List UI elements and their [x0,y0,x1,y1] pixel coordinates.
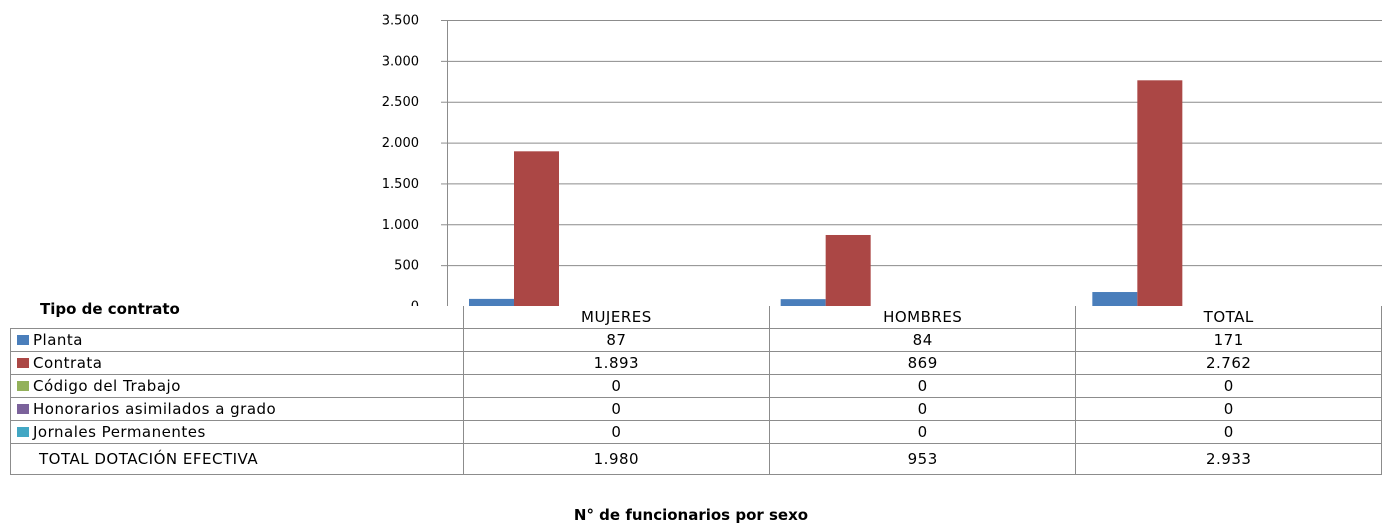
y-tick-label: 2.500 [382,95,419,110]
row-label-codigo-del-trabajo: Código del Trabajo [33,377,181,395]
legend-swatch-jornales [17,427,29,437]
cell-jornales-hombres: 0 [768,420,1077,444]
column-header-total: TOTAL [1075,306,1382,329]
row-label-cell: Contrata [10,351,464,375]
data-table: MUJERES HOMBRES TOTAL Planta 87 84 171 C… [10,306,1382,475]
y-tick-label: 500 [394,259,419,274]
cell-jornales-total: 0 [1075,420,1382,444]
column-header-hombres: HOMBRES [768,306,1077,329]
y-tick-label: 1.500 [382,177,419,192]
cell-honorarios-mujeres: 0 [462,397,770,421]
table-row-planta: Planta 87 84 171 [10,328,1382,352]
y-tick-label: 3.500 [382,14,419,29]
cell-total-total: 2.933 [1075,443,1382,475]
bar-chart: 0 500 1.000 1.500 2.000 2.500 3.000 3.500 [382,14,1382,307]
bar-contrata-mujeres [514,151,559,306]
cell-contrata-hombres: 869 [768,351,1077,375]
row-label-jornales: Jornales Permanentes [33,423,206,441]
column-header-mujeres: MUJERES [462,306,770,329]
cell-jornales-mujeres: 0 [462,420,770,444]
cell-planta-hombres: 84 [768,328,1077,352]
cell-total-hombres: 953 [768,443,1077,475]
table-row-codigo-del-trabajo: Código del Trabajo 0 0 0 [10,374,1382,398]
y-tick-label: 1.000 [382,218,419,233]
cell-contrata-total: 2.762 [1075,351,1382,375]
bar-planta-total [1092,292,1138,306]
bar-planta-hombres [780,299,826,306]
y-tick-label: 2.000 [382,136,419,151]
cell-planta-mujeres: 87 [462,328,770,352]
row-label-cell: Código del Trabajo [10,374,464,398]
y-tick-label: 0 [411,300,419,307]
row-label-total: TOTAL DOTACIÓN EFECTIVA [10,443,464,475]
row-label-contrata: Contrata [33,354,103,372]
bar-contrata-total [1137,80,1183,306]
row-label-cell: Planta [10,328,464,352]
row-label-honorarios: Honorarios asimilados a grado [33,400,277,418]
table-corner [10,306,464,329]
row-label-cell: Honorarios asimilados a grado [10,397,464,421]
row-label-planta: Planta [33,331,83,349]
cell-total-mujeres: 1.980 [462,443,770,475]
table-header-row: MUJERES HOMBRES TOTAL [10,306,1382,329]
legend-swatch-contrata [17,358,29,368]
bar-contrata-hombres [825,234,871,306]
cell-codigo-mujeres: 0 [462,374,770,398]
row-label-cell: Jornales Permanentes [10,420,464,444]
table-row-total: TOTAL DOTACIÓN EFECTIVA 1.980 953 2.933 [10,443,1382,475]
cell-contrata-mujeres: 1.893 [462,351,770,375]
legend-swatch-codigo [17,381,29,391]
cell-honorarios-total: 0 [1075,397,1382,421]
cell-codigo-total: 0 [1075,374,1382,398]
y-tick-label: 3.000 [382,54,419,69]
bar-planta-mujeres [469,298,514,306]
legend-swatch-planta [17,335,29,345]
chart-caption: N° de funcionarios por sexo [573,506,809,524]
cell-planta-total: 171 [1075,328,1382,352]
table-row-jornales: Jornales Permanentes 0 0 0 [10,420,1382,444]
table-row-contrata: Contrata 1.893 869 2.762 [10,351,1382,375]
cell-codigo-hombres: 0 [768,374,1077,398]
legend-swatch-honorarios [17,404,29,414]
table-row-honorarios: Honorarios asimilados a grado 0 0 0 [10,397,1382,421]
cell-honorarios-hombres: 0 [768,397,1077,421]
